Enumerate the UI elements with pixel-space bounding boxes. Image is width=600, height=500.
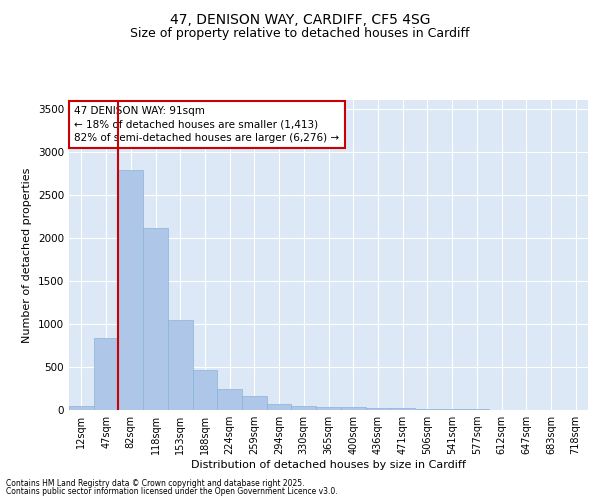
Bar xyxy=(94,338,118,410)
Bar xyxy=(168,320,193,410)
Bar xyxy=(69,406,94,410)
Text: Contains public sector information licensed under the Open Government Licence v3: Contains public sector information licen… xyxy=(6,487,338,496)
Bar xyxy=(267,404,292,410)
Bar xyxy=(341,408,365,410)
X-axis label: Distribution of detached houses by size in Cardiff: Distribution of detached houses by size … xyxy=(191,460,466,470)
Bar xyxy=(217,390,242,410)
Text: 47 DENISON WAY: 91sqm
← 18% of detached houses are smaller (1,413)
82% of semi-d: 47 DENISON WAY: 91sqm ← 18% of detached … xyxy=(74,106,340,142)
Bar xyxy=(415,408,440,410)
Bar xyxy=(242,396,267,410)
Text: Size of property relative to detached houses in Cardiff: Size of property relative to detached ho… xyxy=(130,28,470,40)
Bar xyxy=(440,409,464,410)
Bar xyxy=(143,228,168,410)
Text: Contains HM Land Registry data © Crown copyright and database right 2025.: Contains HM Land Registry data © Crown c… xyxy=(6,478,305,488)
Bar xyxy=(390,408,415,410)
Y-axis label: Number of detached properties: Number of detached properties xyxy=(22,168,32,342)
Bar xyxy=(118,170,143,410)
Bar xyxy=(292,406,316,410)
Bar xyxy=(365,408,390,410)
Text: 47, DENISON WAY, CARDIFF, CF5 4SG: 47, DENISON WAY, CARDIFF, CF5 4SG xyxy=(170,12,430,26)
Bar xyxy=(193,370,217,410)
Bar xyxy=(316,407,341,410)
